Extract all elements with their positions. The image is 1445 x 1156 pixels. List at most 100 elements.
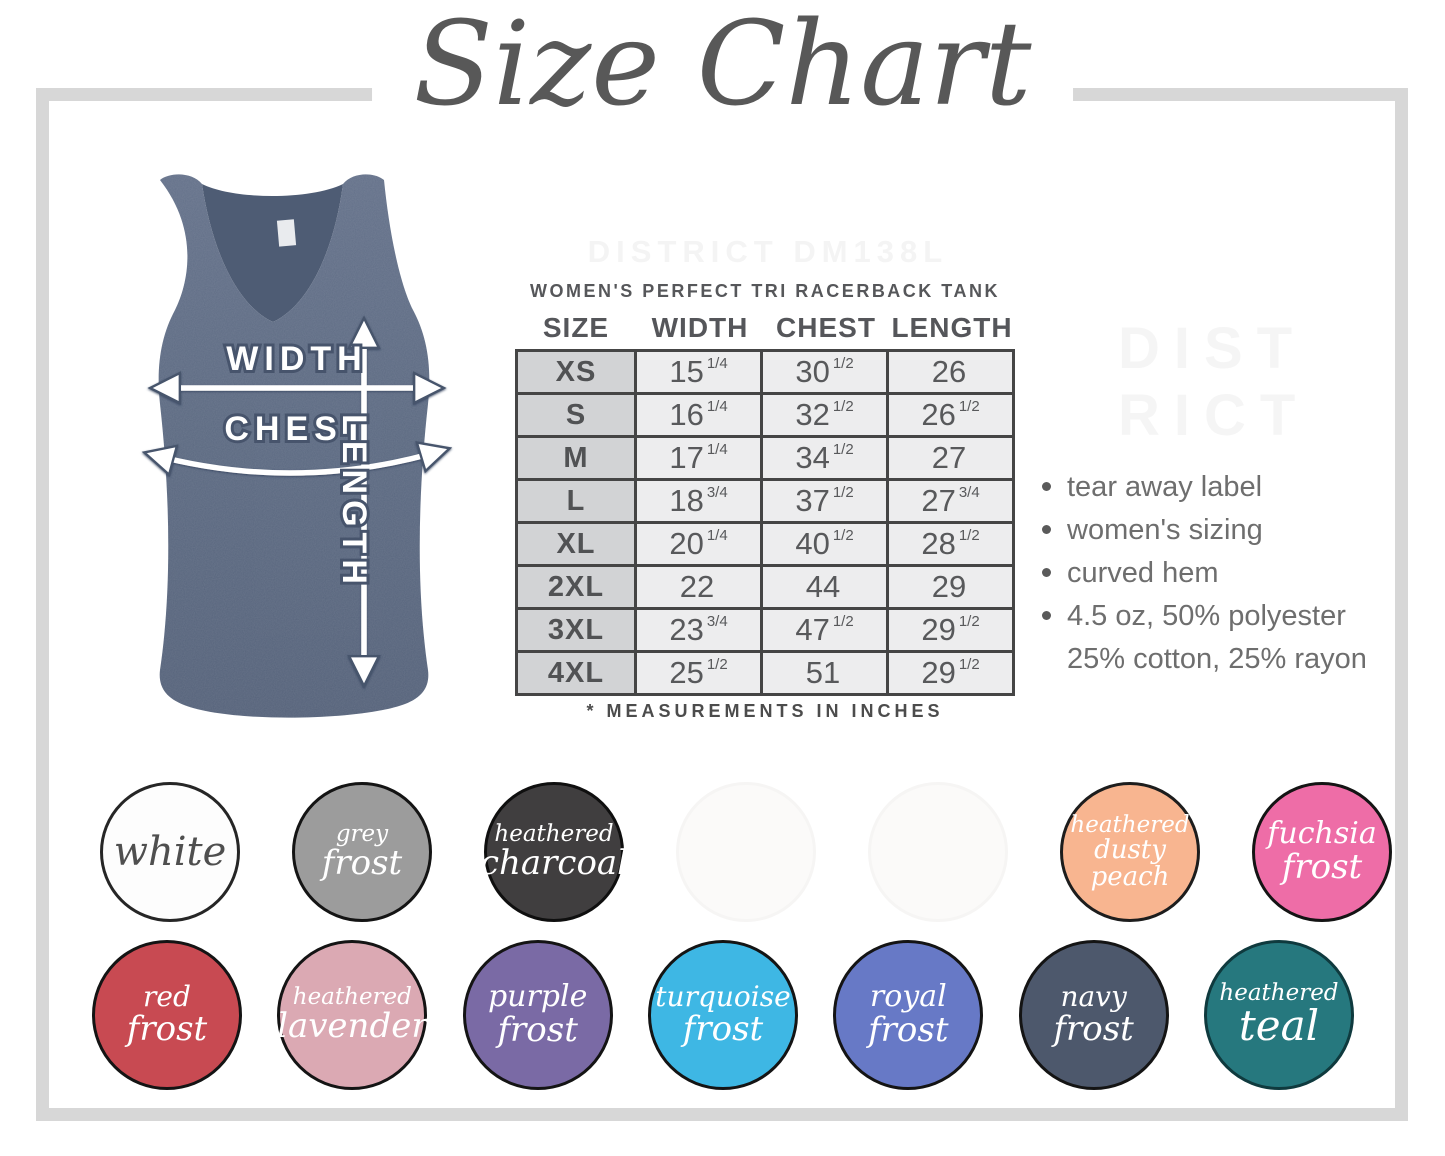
chest-cell: 37 1/2	[760, 481, 886, 521]
width-value: 25	[669, 655, 704, 690]
swatch-label-line2: frost	[126, 1008, 208, 1049]
measurements-footnote: * MEASUREMENTS IN INCHES	[586, 701, 944, 721]
width-fraction: 1/4	[706, 440, 728, 458]
chest-value: 44	[805, 569, 841, 604]
swatch-label-line2: frost	[682, 1008, 764, 1049]
feature-item: tear away label	[1042, 466, 1402, 509]
size-cell: 4XL	[518, 653, 637, 693]
width-fraction: 1/4	[706, 354, 728, 372]
chest-cell: 51	[760, 653, 886, 693]
header-chest: CHEST	[776, 312, 876, 343]
swatch-unreadable-1	[676, 782, 816, 922]
feature-text: 4.5 oz, 50% polyester	[1067, 599, 1346, 632]
swatch-label-line1: heathered	[292, 983, 412, 1010]
chest-value: 32	[795, 397, 830, 432]
chest-fraction: 1/2	[832, 440, 854, 458]
swatch-label-line1: turquoise	[655, 980, 791, 1014]
chest-fraction: 1/2	[832, 526, 854, 544]
swatch-grid-row1: white grey frost heathered charcoal heathe…	[100, 782, 1392, 922]
swatch-turquoise-frost: turquoise frost	[647, 940, 798, 1090]
swatch-label-line1: navy	[1060, 980, 1127, 1014]
swatch-label-line2: frost	[868, 1009, 949, 1050]
feature-text: women's sizing	[1067, 513, 1263, 546]
features-list: tear away label women's sizing curved he…	[1042, 466, 1402, 681]
length-fraction: 1/2	[958, 612, 980, 630]
width-value: 17	[669, 440, 704, 475]
header-size: SIZE	[542, 312, 610, 343]
chest-label: CHEST	[224, 410, 369, 448]
length-cell: 29	[886, 567, 1012, 607]
chest-value: 40	[795, 526, 830, 561]
length-value: 28	[921, 526, 956, 561]
length-fraction: 3/4	[958, 483, 980, 501]
size-cell: 2XL	[518, 567, 637, 607]
chest-value: 34	[795, 440, 830, 475]
length-value: 27	[931, 440, 967, 475]
watermark-side-line1: DIST	[1118, 316, 1307, 381]
size-cell: 3XL	[518, 610, 637, 650]
width-value: 16	[669, 397, 704, 432]
length-value: 29	[921, 612, 956, 647]
table-row: M 17 1/4 34 1/2 27	[518, 435, 1012, 478]
swatch-heathered-lavender: heathered lavender	[277, 940, 428, 1090]
swatch-fuchsia-frost: fuchsia frost	[1252, 782, 1392, 922]
feature-item: curved hem	[1042, 552, 1402, 595]
length-value: 26	[931, 354, 967, 389]
length-value: 26	[921, 397, 956, 432]
length-cell: 29 1/2	[886, 610, 1012, 650]
length-cell: 27	[886, 438, 1012, 478]
swatch-label-line1: heathered	[1219, 979, 1339, 1006]
size-cell: M	[518, 438, 637, 478]
header-width: WIDTH	[651, 312, 749, 343]
chest-fraction: 1/2	[832, 483, 854, 501]
table-body: XS 15 1/4 30 1/2 26 S 16 1/4 32 1/2 26 1/2 M …	[515, 349, 1015, 696]
table-header-row: SIZE WIDTH CHEST LENGTH	[515, 312, 1015, 344]
swatch-red-frost: red frost	[92, 940, 242, 1090]
swatch-label-line2: charcoal	[479, 843, 629, 884]
swatch-label-line1: purple	[487, 979, 588, 1015]
swatch-unreadable-2	[868, 782, 1008, 922]
feature-item: women's sizing	[1042, 509, 1402, 552]
swatch-grey-frost: grey frost	[292, 782, 432, 922]
size-cell: XS	[518, 352, 637, 392]
swatch-purple-frost: purple frost	[462, 940, 613, 1090]
tank-size-tag	[276, 219, 297, 247]
swatch-grid-row2: red frost heathered lavender purple frost t…	[92, 940, 1354, 1090]
chest-value: 30	[795, 354, 830, 389]
swatch-label-line2: frost	[497, 1009, 578, 1050]
chest-cell: 34 1/2	[760, 438, 886, 478]
chest-fraction: 1/2	[832, 397, 854, 415]
swatch-label-line2: frost	[1281, 846, 1363, 887]
width-cell: 16 1/4	[637, 395, 760, 435]
swatch-royal-frost: royal frost	[833, 940, 984, 1090]
width-fraction: 3/4	[706, 483, 728, 501]
chest-cell: 44	[760, 567, 886, 607]
chest-cell: 47 1/2	[760, 610, 886, 650]
header-length: LENGTH	[891, 312, 1013, 343]
length-value: 27	[921, 483, 956, 518]
length-cell: 27 3/4	[886, 481, 1012, 521]
swatch-navy-frost: navy frost	[1018, 940, 1169, 1090]
length-value: 29	[931, 569, 967, 604]
chest-value: 51	[805, 655, 841, 690]
length-cell: 28 1/2	[886, 524, 1012, 564]
table-row: 4XL 25 1/2 51 29 1/2	[518, 650, 1012, 693]
swatch-label-line2: dusty peach	[1090, 835, 1170, 892]
bullet-dot	[1042, 610, 1051, 620]
length-fraction: 1/2	[958, 397, 980, 415]
width-value: 22	[679, 569, 715, 604]
length-cell: 26	[886, 352, 1012, 392]
width-cell: 18 3/4	[637, 481, 760, 521]
width-value: 20	[669, 526, 704, 561]
swatch-label-line1: red	[143, 980, 191, 1014]
page-title: Size Chart	[371, 0, 1074, 140]
watermark-side-line2: RICT	[1118, 382, 1310, 448]
length-fraction: 1/2	[958, 655, 980, 673]
table-row: S 16 1/4 32 1/2 26 1/2	[518, 392, 1012, 435]
size-cell: S	[518, 395, 637, 435]
swatch-white: white	[100, 782, 240, 922]
table-row: 2XL 22 44 29	[518, 564, 1012, 607]
feature-item: 4.5 oz, 50% polyester	[1042, 595, 1402, 638]
swatch-heathered-charcoal: heathered charcoal	[480, 782, 628, 922]
